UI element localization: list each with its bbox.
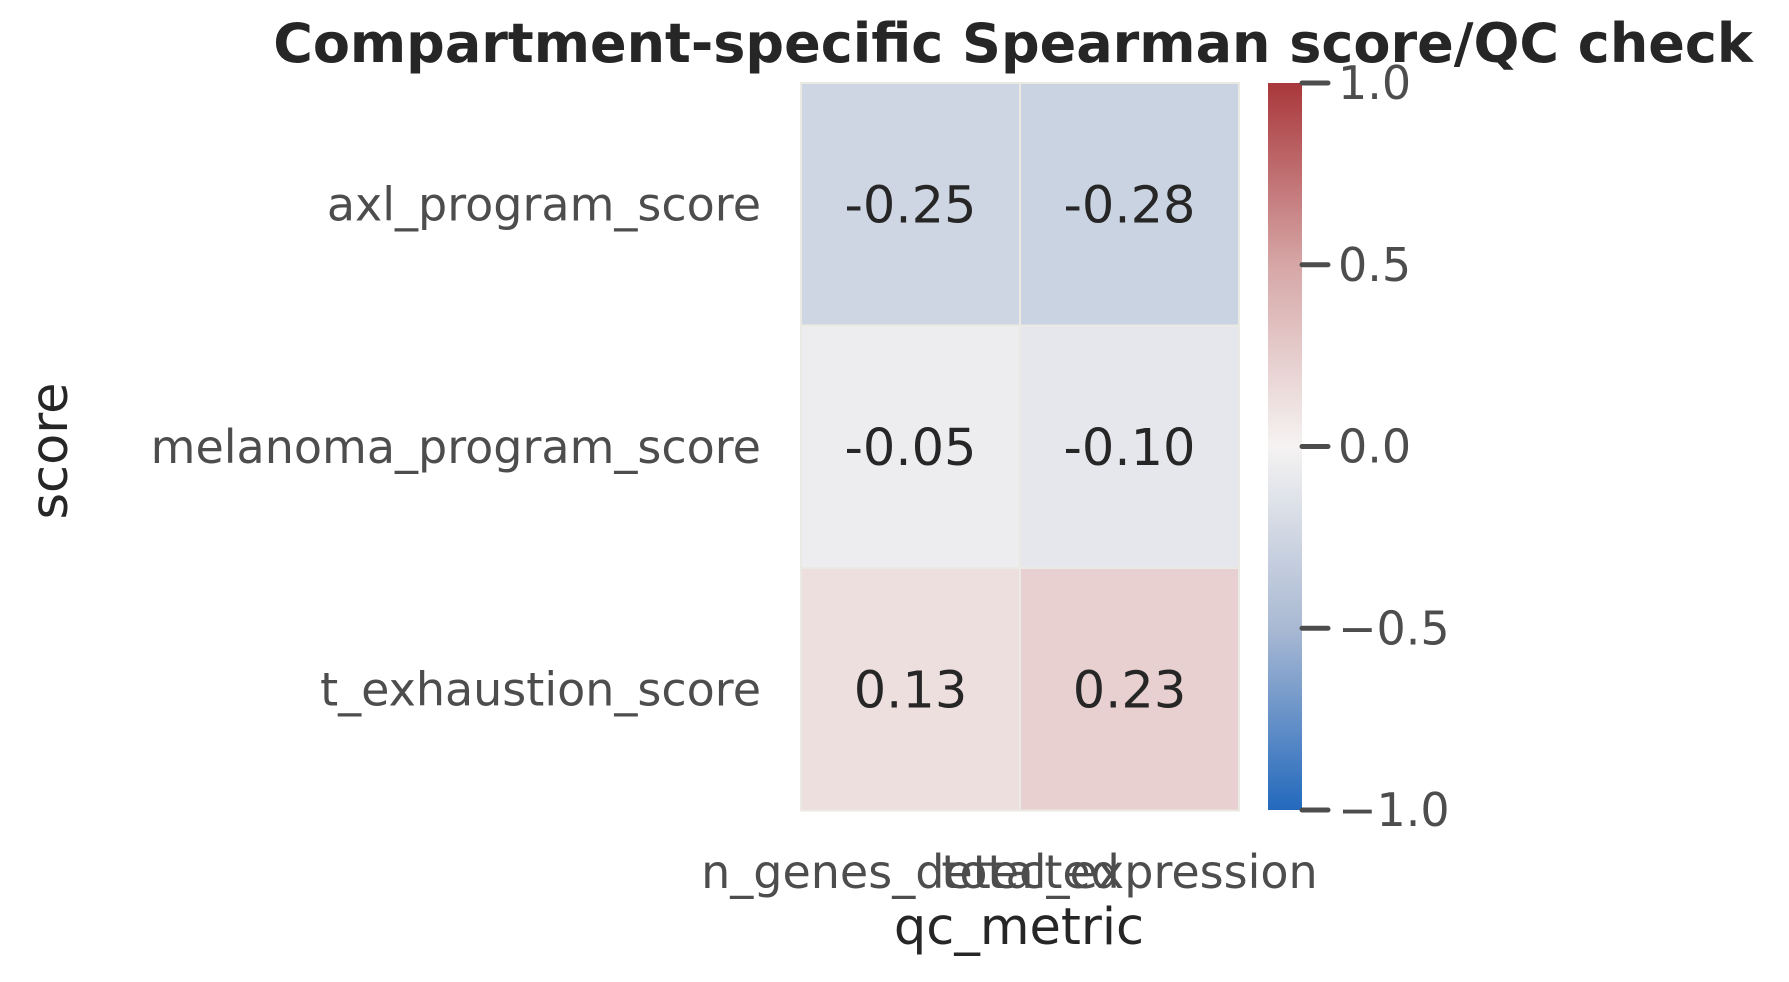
colorbar-tick-label: 1.0 [1338, 56, 1411, 110]
colorbar-tick-label: 0.5 [1338, 238, 1411, 292]
colorbar [1268, 83, 1302, 810]
cell-value-label: -0.05 [845, 419, 977, 478]
y-tick-label: axl_program_score [327, 177, 761, 231]
cell-value-label: -0.25 [845, 176, 977, 235]
x-tick-label: total_expression [941, 845, 1317, 899]
cell-value-label: -0.28 [1064, 176, 1196, 235]
colorbar-tick-label: −1.0 [1338, 783, 1450, 837]
y-axis-label: score [21, 382, 80, 519]
heatmap-cell [1019, 324, 1240, 569]
heatmap-cell-labels: -0.25 -0.28 -0.05 -0.10 0.13 0.23 [845, 176, 1196, 720]
y-tick-label: t_exhaustion_score [320, 662, 761, 716]
chart-title: Compartment-specific Spearman score/QC c… [273, 12, 1754, 75]
heatmap-cell [800, 324, 1021, 569]
colorbar-ticks: 1.0 0.5 0.0 −0.5 −1.0 [1299, 56, 1450, 837]
x-tick-label: n_genes_detected [701, 845, 1120, 899]
cell-value-label: 0.23 [1073, 661, 1187, 720]
x-axis-label: qc_metric [894, 898, 1144, 957]
heatmap-cell [1019, 82, 1240, 327]
y-axis-tick-labels: axl_program_score melanoma_program_scoret… [151, 177, 761, 716]
heatmap-cell [800, 567, 1021, 812]
heatmap-cell [1019, 567, 1240, 812]
colorbar-tick-label: 0.0 [1338, 420, 1411, 474]
colorbar-tick-label: −0.5 [1338, 601, 1450, 655]
heatmap-cells [800, 82, 1240, 812]
y-tick-label: melanoma_program_score [151, 420, 761, 474]
cell-value-label: -0.10 [1064, 419, 1196, 478]
cell-value-label: 0.13 [854, 661, 968, 720]
heatmap-cell [800, 82, 1021, 327]
